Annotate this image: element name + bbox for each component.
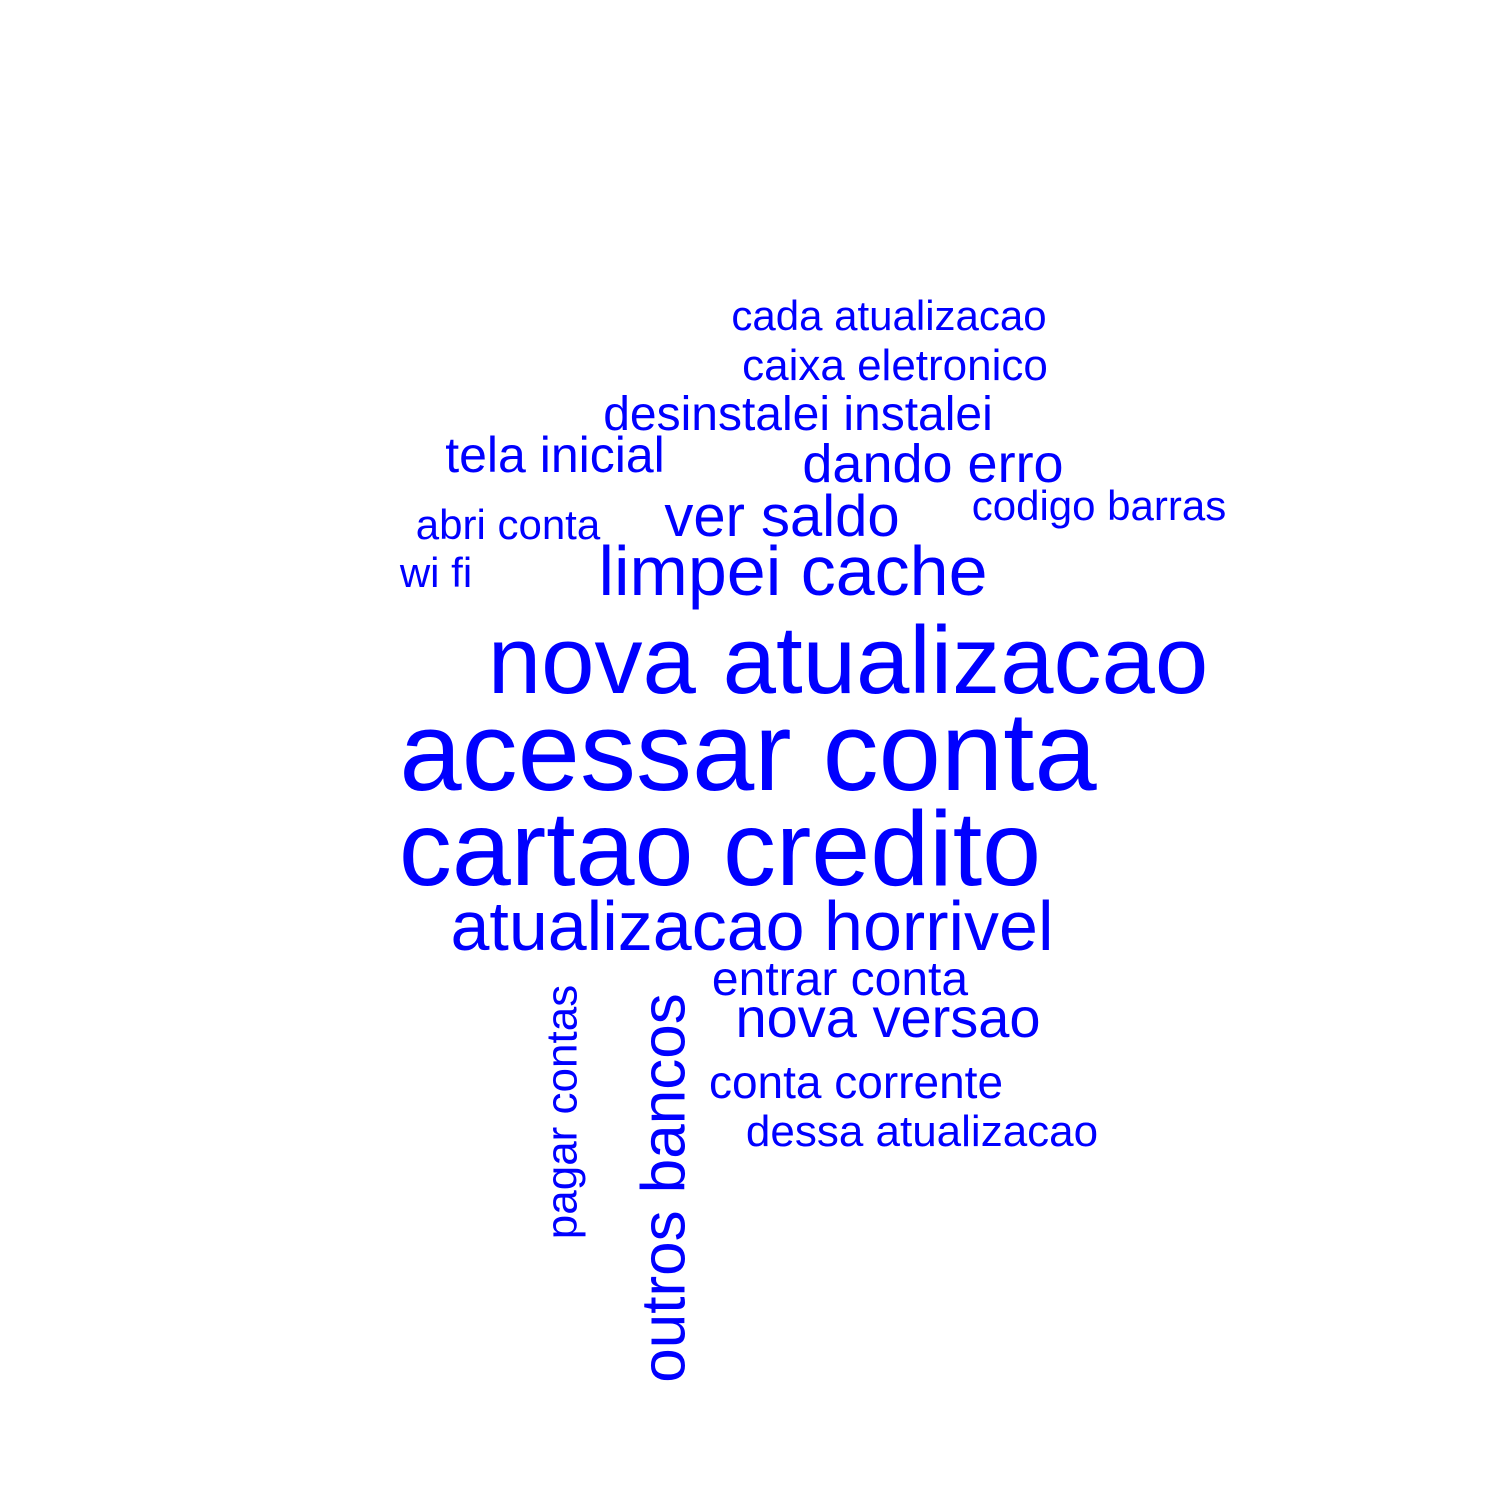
word-caixa-eletronico: caixa eletronico (742, 341, 1048, 390)
word-entrar-conta: entrar conta (712, 953, 968, 1006)
word-dessa-atualizacao: dessa atualizacao (746, 1107, 1098, 1156)
word-conta-corrente: conta corrente (709, 1056, 1003, 1108)
word-desinstalei-instalei: desinstalei instalei (603, 388, 993, 441)
word-dando-erro: dando erro (802, 434, 1063, 494)
word-tela-inicial: tela inicial (445, 427, 665, 483)
word-abri-conta: abri conta (416, 501, 601, 548)
word-limpei-cache: limpei cache (598, 532, 987, 610)
word-nova-versao: nova versao (735, 986, 1040, 1049)
word-cada-atualizacao: cada atualizacao (731, 292, 1046, 339)
word-nova-atualizacao: nova atualizacao (488, 607, 1209, 714)
word-pagar-contas: pagar contas (538, 985, 587, 1239)
word-outros-bancos: outros bancos (629, 993, 698, 1382)
word-codigo-barras: codigo barras (972, 482, 1226, 529)
word-atualizacao-horrivel: atualizacao horrivel (450, 887, 1053, 965)
word-wi-fi: wi fi (399, 549, 472, 596)
word-ver-saldo: ver saldo (664, 484, 899, 549)
word-acessar-conta: acessar conta (399, 689, 1097, 814)
word-cartao-credito: cartao credito (399, 790, 1041, 908)
